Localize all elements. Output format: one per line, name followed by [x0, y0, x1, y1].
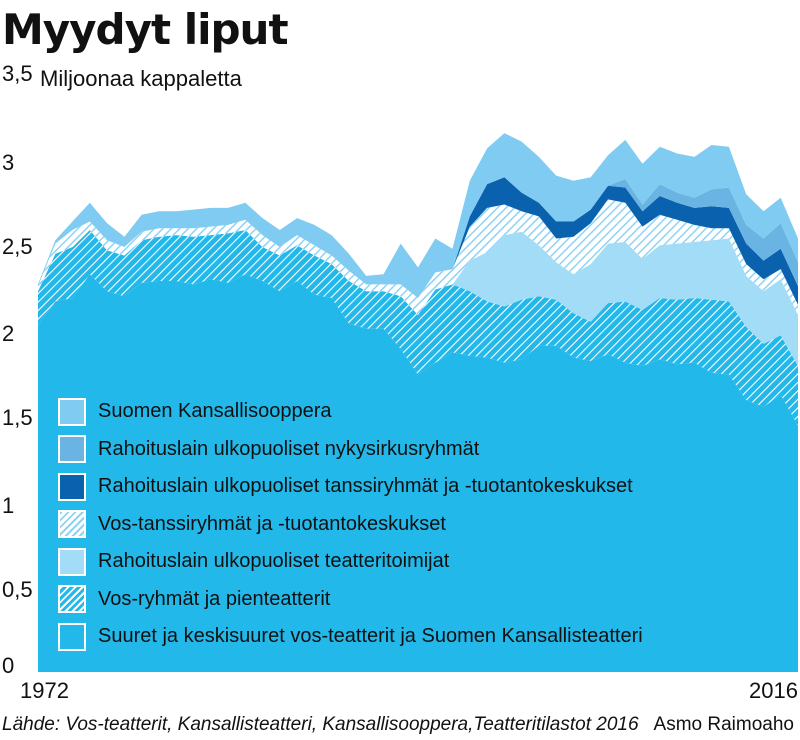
legend-item: Suuret ja keskisuuret vos-teatterit ja S… [58, 618, 643, 656]
x-tick-label-end: 2016 [749, 678, 798, 703]
legend-label: Rahoituslain ulkopuoliset tanssiryhmät j… [98, 475, 633, 498]
legend-label: Vos-tanssiryhmät ja -tuotantokeskukset [98, 512, 446, 535]
area-circus [38, 177, 798, 298]
area-other-theatres [38, 230, 798, 366]
legend-label: Vos-ryhmät ja pienteatterit [98, 587, 331, 610]
y-tick-label: 1,5 [2, 405, 33, 430]
legend-label: Suomen Kansallisooppera [98, 400, 332, 423]
y-tick-label: 0,5 [2, 577, 33, 602]
legend-label: Rahoituslain ulkopuoliset teatteritoimij… [98, 550, 450, 573]
area-large-theatres [38, 274, 798, 672]
y-tick-label: 1 [2, 493, 15, 518]
y-axis-unit-label: Miljoonaa kappaletta [40, 66, 242, 91]
legend-item: Suomen Kansallisooppera [58, 393, 643, 431]
y-tick-label: 3,5 [2, 61, 33, 86]
legend-swatch [58, 622, 86, 651]
legend-item: Rahoituslain ulkopuoliset tanssiryhmät j… [58, 468, 643, 506]
x-tick-label-start: 1972 [20, 678, 69, 703]
source-note: Lähde: Vos-teatterit, Kansallisteatteri,… [2, 714, 639, 735]
legend-swatch [58, 585, 86, 614]
area-vos-dance [38, 199, 798, 315]
y-tick-label: 2 [2, 321, 15, 346]
legend-swatch [58, 472, 86, 501]
legend-item: Rahoituslain ulkopuoliset nykysirkusryhm… [58, 431, 643, 469]
area-opera [38, 133, 798, 298]
legend-swatch [58, 397, 86, 426]
legend-item: Vos-ryhmät ja pienteatterit [58, 581, 643, 619]
legend-swatch [58, 510, 86, 539]
y-tick-label: 3 [2, 150, 15, 175]
legend-item: Rahoituslain ulkopuoliset teatteritoimij… [58, 543, 643, 581]
legend-swatch [58, 547, 86, 576]
chart-title: Myydyt liput [2, 5, 289, 54]
area-vos-groups [38, 230, 798, 426]
author-credit: Asmo Raimoaho [653, 714, 794, 735]
chart-legend: Suomen Kansallisooppera Rahoituslain ulko… [58, 393, 643, 656]
legend-swatch [58, 435, 86, 464]
legend-label: Suuret ja keskisuuret vos-teatterit ja S… [98, 625, 643, 648]
legend-item: Vos-tanssiryhmät ja -tuotantokeskukset [58, 506, 643, 544]
legend-label: Rahoituslain ulkopuoliset nykysirkusryhm… [98, 437, 480, 460]
y-tick-label: 2,5 [2, 234, 33, 259]
y-tick-label: 0 [2, 653, 15, 678]
